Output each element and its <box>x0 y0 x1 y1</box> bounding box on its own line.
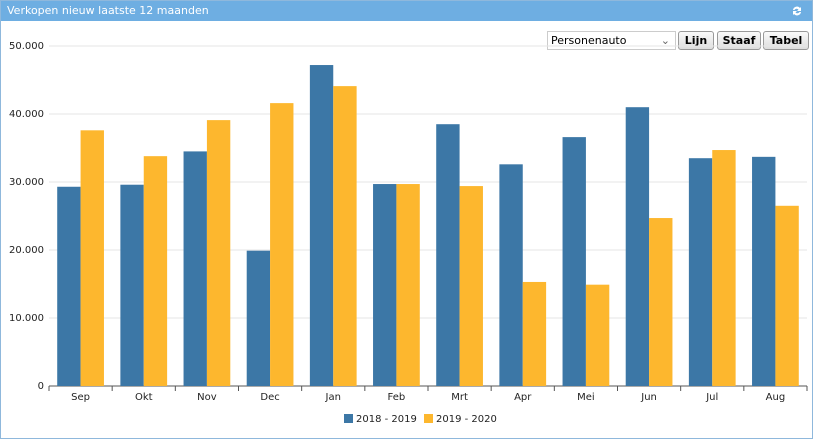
x-tick-label: Jan <box>325 392 341 403</box>
bar <box>499 164 523 386</box>
y-tick-label: 20.000 <box>9 245 44 256</box>
bar <box>183 151 207 386</box>
y-tick-label: 10.000 <box>9 313 44 324</box>
legend-label: 2018 - 2019 <box>356 414 417 425</box>
legend-label: 2019 - 2020 <box>436 414 497 425</box>
legend-swatch <box>424 414 433 423</box>
button[interactable]: Staaf <box>717 31 761 50</box>
y-tick-label: 0 <box>38 381 44 392</box>
bar <box>649 218 673 386</box>
x-tick-label: Apr <box>514 392 532 403</box>
bar <box>625 107 650 386</box>
x-tick-label: Feb <box>388 392 406 403</box>
bar <box>80 130 104 386</box>
dropdown-text: Personenauto <box>551 34 627 47</box>
x-tick-label: Jun <box>640 392 657 403</box>
y-tick-label: 40.000 <box>9 109 44 120</box>
bar <box>775 205 799 386</box>
bar <box>57 186 81 386</box>
bar <box>373 184 397 386</box>
bar <box>309 65 334 386</box>
bar <box>752 156 776 386</box>
x-tick-label: Dec <box>260 392 279 403</box>
y-tick-label: 50.000 <box>9 41 44 52</box>
bar <box>522 281 547 386</box>
bar <box>246 250 271 386</box>
bar <box>562 137 586 386</box>
button[interactable]: Lijn <box>678 31 714 50</box>
refresh-icon[interactable] <box>790 4 804 18</box>
x-tick-label: Jul <box>705 392 718 403</box>
x-tick-label: Mei <box>577 392 595 403</box>
dropdown-arrow: ⌄ <box>660 34 670 47</box>
bar <box>270 103 294 387</box>
button[interactable]: Tabel <box>763 31 809 50</box>
bar <box>143 156 168 386</box>
x-tick-label: Sep <box>71 392 90 403</box>
bar <box>396 184 420 386</box>
bar <box>206 120 231 387</box>
x-tick-label: Mrt <box>451 392 468 403</box>
x-tick-label: Okt <box>135 392 153 403</box>
bar <box>333 86 357 387</box>
chart: 0 10.000 20.000 30.000 40.000 50.000 Sep Okt Nov… <box>9 41 808 425</box>
dropdown[interactable]: Personenauto ⌄ <box>547 31 676 50</box>
x-tick-label: Aug <box>766 392 786 403</box>
y-tick-label: 30.000 <box>9 177 44 188</box>
x-tick-label: Nov <box>197 392 217 403</box>
legend-swatch <box>344 414 353 423</box>
bar <box>712 150 736 386</box>
bar <box>688 158 713 386</box>
bar <box>436 124 460 386</box>
panel-title: Verkopen nieuw laatste 12 maanden <box>1 1 812 21</box>
bar <box>459 186 483 386</box>
bar <box>585 284 610 386</box>
bar <box>120 184 144 386</box>
